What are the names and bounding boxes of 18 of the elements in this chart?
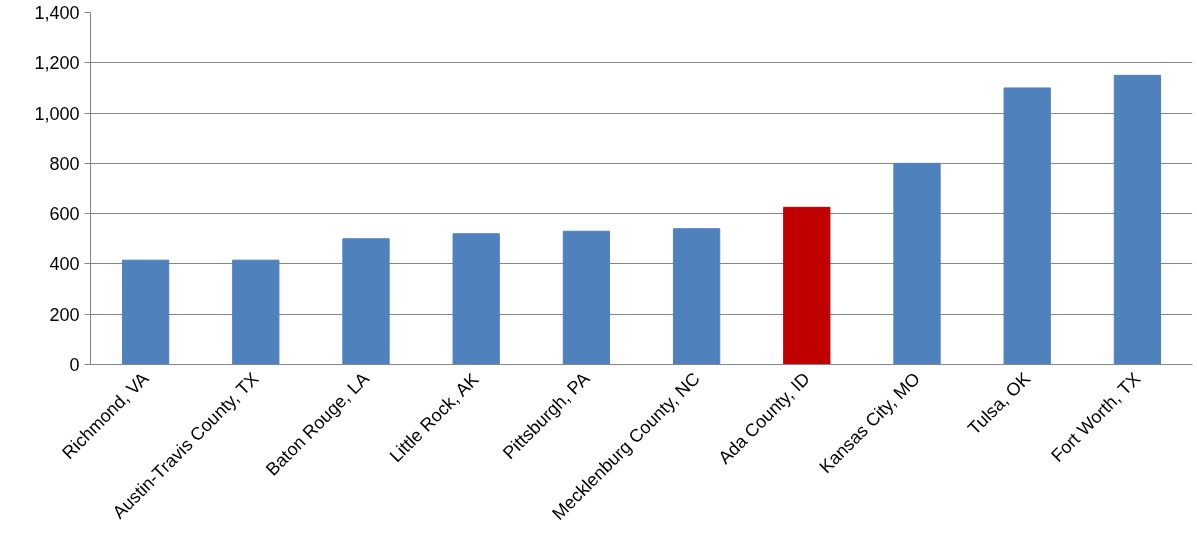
y-tick-label: 1,200 — [34, 53, 80, 74]
y-tick-label: 0 — [69, 355, 80, 375]
y-tick-label: 800 — [49, 153, 80, 174]
bar — [672, 228, 721, 365]
bar — [232, 259, 280, 365]
bar — [342, 238, 390, 365]
y-tick-label: 400 — [49, 254, 80, 275]
bar — [562, 230, 611, 365]
bar — [1113, 74, 1162, 365]
bar — [121, 259, 170, 365]
y-tick-label: 1,400 — [34, 3, 80, 23]
y-tick-label: 600 — [49, 204, 80, 225]
bar — [893, 162, 941, 365]
bar — [452, 233, 500, 365]
y-tick-label: 1,000 — [34, 103, 80, 124]
bar — [1003, 87, 1051, 365]
bar — [783, 206, 831, 365]
y-tick-label: 200 — [49, 304, 80, 325]
